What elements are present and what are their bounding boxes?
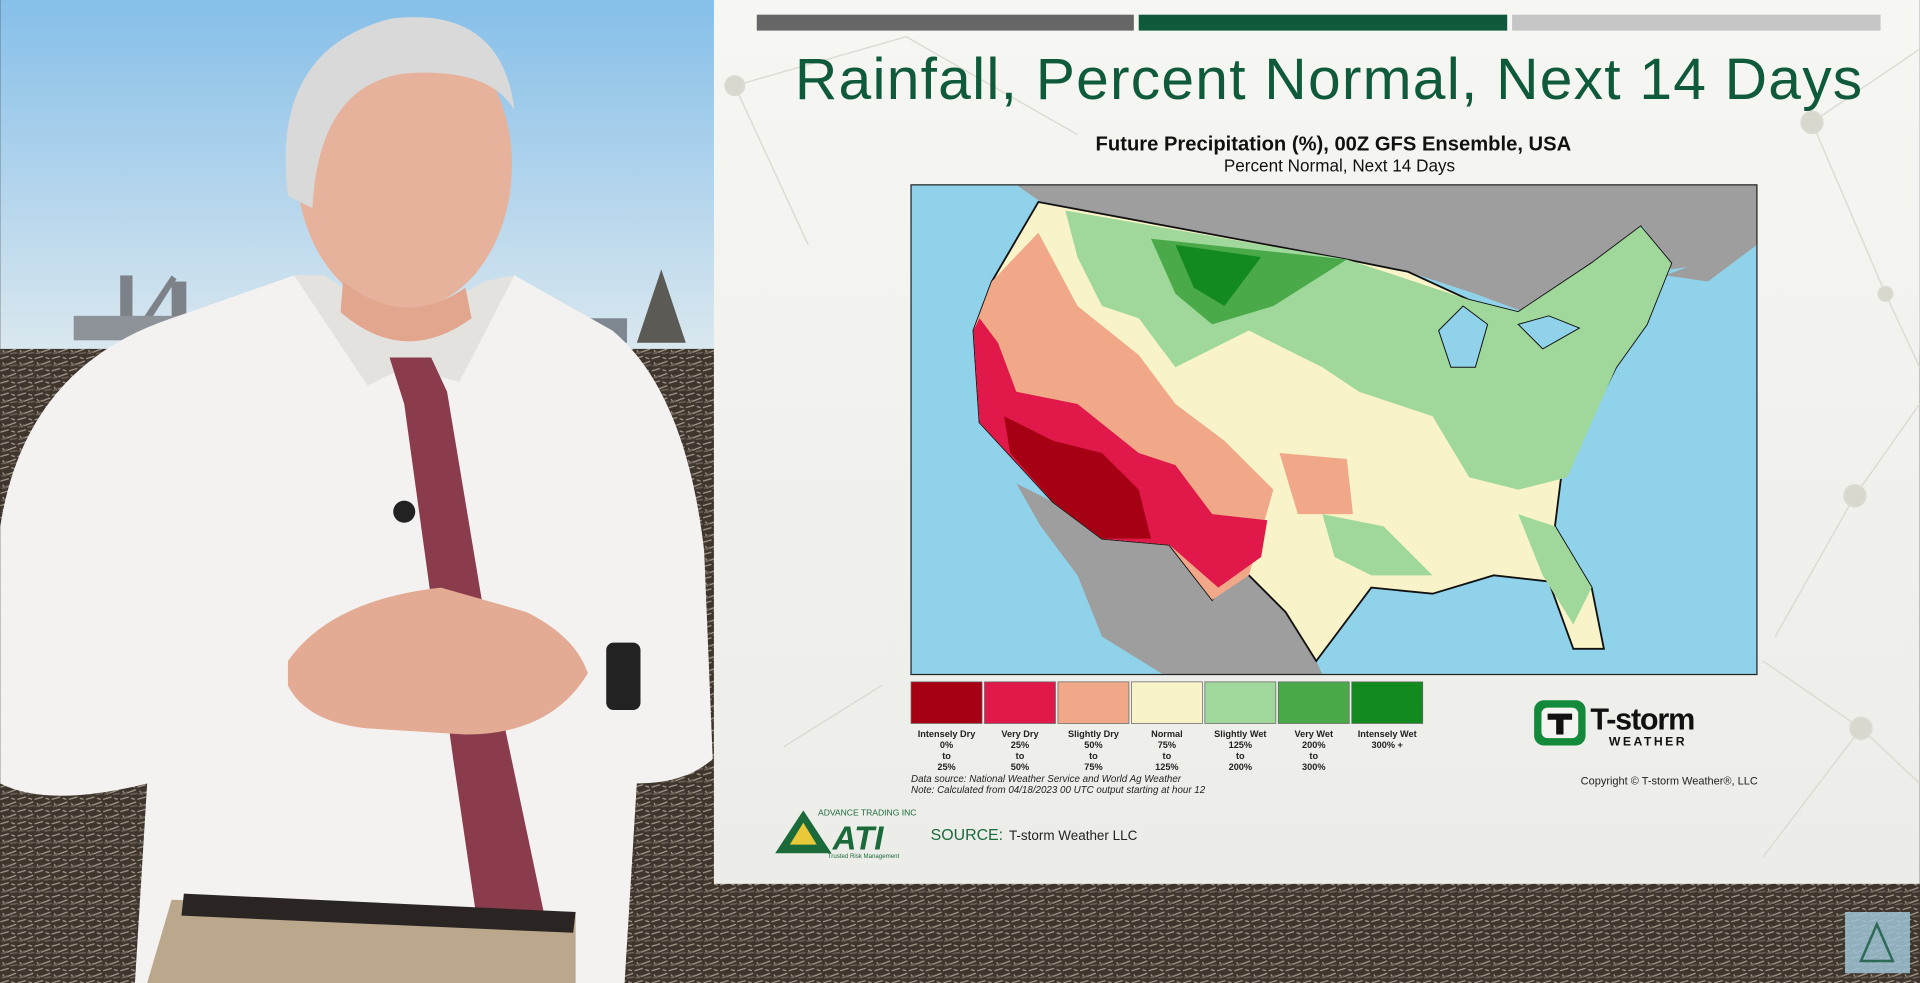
slightly-dry-plains bbox=[1279, 452, 1353, 515]
progress-bar bbox=[1512, 14, 1881, 31]
legend-range: to bbox=[1236, 751, 1245, 761]
mexico bbox=[1016, 483, 1323, 675]
watch bbox=[606, 642, 641, 711]
progress-bar-active bbox=[1138, 14, 1508, 31]
legend-range: 125% bbox=[1229, 740, 1252, 750]
tstorm-icon-mark bbox=[1547, 713, 1573, 735]
very-dry-area bbox=[973, 318, 1268, 588]
map bbox=[911, 184, 1757, 675]
legend-range: 300% + bbox=[1372, 740, 1403, 750]
ati-name: ATI bbox=[832, 821, 885, 858]
legend-name: Normal bbox=[1151, 729, 1183, 739]
legend-range: 200% bbox=[1302, 740, 1325, 750]
tstorm-logo: T-storm WEATHER bbox=[1534, 700, 1695, 749]
map-title: Future Precipitation (%), 00Z GFS Ensemb… bbox=[1096, 134, 1572, 156]
great-lakes bbox=[1438, 305, 1581, 368]
legend-range: to bbox=[1089, 751, 1098, 761]
calculation-note: Note: Calculated from 04/18/2023 00 UTC … bbox=[911, 785, 1206, 796]
legend-range: 50% bbox=[1084, 740, 1102, 750]
legend-swatch bbox=[1277, 681, 1350, 724]
presenter bbox=[0, 17, 713, 983]
legend-swatch bbox=[1131, 681, 1203, 724]
map-subtitle: Percent Normal, Next 14 Days bbox=[1224, 155, 1455, 175]
legend-range: 200% bbox=[1229, 762, 1252, 772]
wet-area-south bbox=[1322, 514, 1592, 625]
legend-range: 75% bbox=[1158, 740, 1176, 750]
ati-tagline: Trusted Risk Management bbox=[828, 853, 900, 860]
legend-swatch bbox=[984, 681, 1056, 724]
maritimes bbox=[1665, 195, 1757, 282]
legend-name: Slightly Wet bbox=[1214, 729, 1266, 739]
slide-network bbox=[724, 35, 1920, 858]
map-frame bbox=[910, 184, 1758, 676]
legend-name: Very Dry bbox=[1001, 729, 1039, 739]
legend-range: 25% bbox=[1011, 740, 1029, 750]
legend-name: Very Wet bbox=[1294, 729, 1333, 739]
legend-range: to bbox=[942, 751, 951, 761]
ati-top: ADVANCE TRADING INC bbox=[818, 807, 916, 817]
intensely-dry-area bbox=[1004, 416, 1151, 539]
tstorm-copyright: Copyright © T-storm Weather®, LLC bbox=[1581, 776, 1758, 788]
slide-title: Rainfall, Percent Normal, Next 14 Days bbox=[795, 47, 1864, 112]
legend-name: Intensely Wet bbox=[1358, 729, 1417, 739]
legend-swatch bbox=[1057, 681, 1130, 724]
watermark-icon bbox=[1859, 921, 1895, 963]
legend-range: to bbox=[1016, 751, 1025, 761]
source-label: SOURCE: bbox=[931, 827, 1003, 844]
legend-range: 75% bbox=[1084, 762, 1102, 772]
tstorm-sub: WEATHER bbox=[1609, 735, 1687, 749]
legend-range: 25% bbox=[937, 762, 955, 772]
source-text: T-storm Weather LLC bbox=[1009, 828, 1138, 843]
legend-range: 300% bbox=[1302, 762, 1325, 772]
microphone bbox=[393, 500, 416, 523]
hands bbox=[287, 587, 588, 735]
legend-range: to bbox=[1163, 751, 1172, 761]
data-source-note: Data source: National Weather Service an… bbox=[911, 774, 1182, 785]
legend-swatch bbox=[1351, 681, 1424, 724]
legend-range: 50% bbox=[1011, 762, 1029, 772]
ati-logo: ADVANCE TRADING INC ATI Trusted Risk Man… bbox=[775, 807, 916, 860]
intensely-wet-area bbox=[1175, 244, 1262, 307]
neck bbox=[340, 281, 472, 342]
canada bbox=[1016, 184, 1757, 313]
channel-watermark bbox=[1845, 911, 1910, 974]
legend-range: to bbox=[1309, 751, 1318, 761]
legend-swatch bbox=[1204, 681, 1277, 724]
legend-range: 125% bbox=[1155, 762, 1178, 772]
hair bbox=[285, 17, 515, 209]
legend-name: Intensely Dry bbox=[918, 729, 977, 739]
legend-range: 0% bbox=[940, 740, 953, 750]
legend-swatch bbox=[910, 681, 983, 724]
belt bbox=[181, 893, 576, 933]
progress-bar bbox=[756, 14, 1134, 31]
tstorm-name: T-storm bbox=[1590, 703, 1694, 737]
ati-triangle-inner bbox=[789, 822, 817, 845]
legend-name: Slightly Dry bbox=[1068, 729, 1120, 739]
